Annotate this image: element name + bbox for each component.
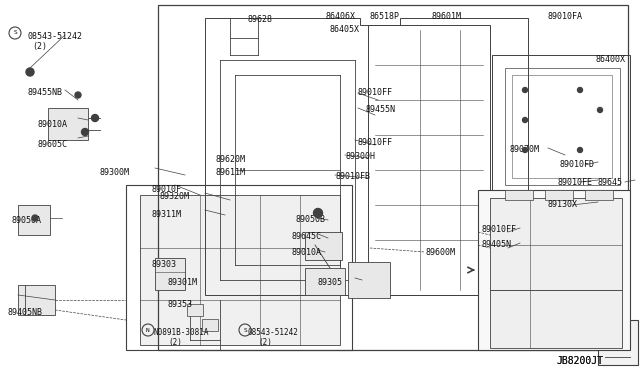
Circle shape	[577, 87, 582, 93]
Text: 89611M: 89611M	[215, 168, 245, 177]
Text: 89305: 89305	[318, 278, 343, 287]
Text: 08543-51242: 08543-51242	[28, 32, 83, 41]
Text: 89010A: 89010A	[292, 248, 322, 257]
Circle shape	[81, 128, 88, 135]
Bar	[512, 75, 612, 178]
Text: 89010FA: 89010FA	[548, 12, 583, 21]
Text: 89303: 89303	[152, 260, 177, 269]
Text: JB8200JT: JB8200JT	[556, 356, 603, 366]
Text: 89601M: 89601M	[432, 12, 462, 21]
Circle shape	[598, 108, 602, 112]
Text: 89645: 89645	[598, 178, 623, 187]
Text: 89010FB: 89010FB	[335, 172, 370, 181]
Bar	[348, 262, 390, 298]
Text: 89300M: 89300M	[100, 168, 130, 177]
Bar	[585, 190, 613, 200]
Text: 89455NB: 89455NB	[28, 88, 63, 97]
Bar	[598, 320, 638, 365]
Bar	[187, 304, 203, 316]
Text: S: S	[243, 327, 247, 333]
Circle shape	[522, 118, 527, 122]
Bar	[490, 198, 622, 290]
Circle shape	[522, 87, 527, 93]
Text: N0891B-3081A: N0891B-3081A	[154, 328, 209, 337]
Text: 89455N: 89455N	[365, 105, 395, 114]
Bar	[18, 205, 50, 235]
Bar	[478, 190, 630, 350]
Text: S: S	[13, 31, 17, 35]
Text: 89605C: 89605C	[38, 140, 68, 149]
Text: 89301M: 89301M	[168, 278, 198, 287]
Bar	[505, 68, 620, 185]
Bar	[48, 108, 88, 140]
Bar	[490, 290, 622, 348]
Text: 86405X: 86405X	[330, 25, 360, 34]
Text: (2): (2)	[32, 42, 47, 51]
Text: 89010A: 89010A	[38, 120, 68, 129]
Text: 86518P: 86518P	[370, 12, 400, 21]
Circle shape	[522, 148, 527, 153]
Text: 89645C: 89645C	[292, 232, 322, 241]
Polygon shape	[140, 195, 340, 345]
Circle shape	[577, 148, 582, 153]
Text: 08543-51242: 08543-51242	[248, 328, 299, 337]
Circle shape	[26, 68, 34, 76]
Text: 86406X: 86406X	[326, 12, 356, 21]
Circle shape	[92, 115, 99, 122]
Text: 89010FE: 89010FE	[557, 178, 592, 187]
Bar	[492, 55, 630, 295]
Text: (2): (2)	[258, 338, 272, 347]
Text: 89405NB: 89405NB	[8, 308, 43, 317]
Text: 89320M: 89320M	[160, 192, 190, 201]
Text: 89405N: 89405N	[482, 240, 512, 249]
Circle shape	[75, 92, 81, 98]
Text: 89628: 89628	[248, 15, 273, 24]
Text: N: N	[146, 327, 150, 333]
Text: 89010FD: 89010FD	[560, 160, 595, 169]
Text: 89130X: 89130X	[548, 200, 578, 209]
Text: 89620M: 89620M	[215, 155, 245, 164]
Text: 89010F: 89010F	[152, 185, 182, 194]
Text: 89070M: 89070M	[510, 145, 540, 154]
Text: 89353: 89353	[168, 300, 193, 309]
Text: 89311M: 89311M	[152, 210, 182, 219]
Bar	[305, 232, 342, 260]
Bar	[155, 258, 185, 290]
Text: JB8200JT: JB8200JT	[556, 356, 603, 366]
Text: 86400X: 86400X	[596, 55, 626, 64]
Text: 89050A: 89050A	[12, 216, 42, 225]
Bar	[368, 25, 490, 295]
Circle shape	[32, 215, 38, 221]
Text: 89010FF: 89010FF	[482, 225, 517, 234]
Bar	[305, 268, 345, 295]
Circle shape	[314, 208, 323, 218]
Text: 89600M: 89600M	[425, 248, 455, 257]
Bar	[158, 5, 628, 350]
Text: 89300H: 89300H	[345, 152, 375, 161]
Bar	[545, 190, 573, 200]
Text: (2): (2)	[168, 338, 182, 347]
Bar	[126, 185, 352, 350]
Bar	[505, 190, 533, 200]
Text: 89010FF: 89010FF	[358, 88, 393, 97]
Text: 89010FF: 89010FF	[358, 138, 393, 147]
Bar	[202, 319, 218, 331]
Text: 89050B: 89050B	[296, 215, 326, 224]
Bar	[18, 285, 55, 315]
